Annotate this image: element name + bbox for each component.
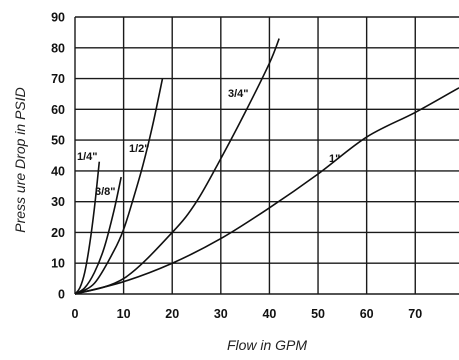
x-tick-label: 10 <box>117 307 131 321</box>
y-tick-label: 0 <box>58 288 65 302</box>
label-half-inch: 1/2" <box>129 143 150 155</box>
curve-quarter-inch <box>74 161 101 295</box>
label-three-eighths-inch: 3/8" <box>95 186 116 198</box>
y-tick-label: 70 <box>51 72 65 86</box>
x-tick-label: 50 <box>311 307 325 321</box>
y-tick-label: 80 <box>51 41 65 55</box>
curve-one-inch <box>74 87 459 295</box>
x-tick-label: 0 <box>72 307 79 321</box>
label-one-inch: 1" <box>329 153 340 165</box>
x-tick-label: 20 <box>165 307 179 321</box>
curve-three-eighths-inch <box>74 176 122 295</box>
y-tick-label: 50 <box>51 134 65 148</box>
x-axis-title: Flow in GPM <box>227 337 307 353</box>
grid <box>74 16 459 295</box>
x-tick-label: 30 <box>214 307 228 321</box>
x-tick-label: 40 <box>262 307 276 321</box>
y-tick-label: 10 <box>51 257 65 271</box>
curve-three-quarter-inch <box>74 38 280 295</box>
curves <box>74 38 459 295</box>
y-axis-title: Press ure Drop in PSID <box>12 87 28 233</box>
curve-half-inch <box>74 78 164 295</box>
label-quarter-inch: 1/4" <box>77 151 98 163</box>
tick-labels: 0 10 20 30 40 50 60 70 80 90 0 10 20 30 40 50 60 70 <box>51 11 422 322</box>
y-tick-label: 60 <box>51 103 65 117</box>
curve-labels: 1/4" 3/8" 1/2" 3/4" 1" <box>77 88 340 198</box>
y-tick-label: 20 <box>51 226 65 240</box>
x-tick-label: 70 <box>408 307 422 321</box>
label-three-quarter-inch: 3/4" <box>228 88 249 100</box>
y-tick-label: 90 <box>51 11 65 25</box>
x-tick-label: 60 <box>360 307 374 321</box>
y-tick-label: 40 <box>51 164 65 178</box>
y-tick-label: 30 <box>51 195 65 209</box>
